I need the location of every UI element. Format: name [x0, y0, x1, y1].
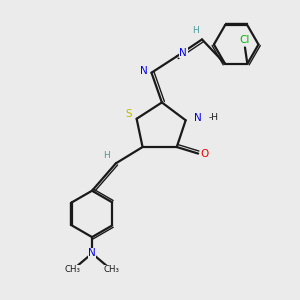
- Text: N: N: [179, 48, 187, 58]
- Text: CH₃: CH₃: [65, 265, 81, 274]
- Text: CH₃: CH₃: [103, 265, 119, 274]
- Text: -H: -H: [209, 113, 219, 122]
- Text: H: H: [103, 151, 110, 160]
- Text: O: O: [201, 148, 209, 159]
- Text: N: N: [140, 66, 148, 76]
- Text: N: N: [88, 248, 96, 258]
- Text: N: N: [194, 113, 202, 123]
- Text: S: S: [125, 109, 132, 119]
- Text: Cl: Cl: [240, 35, 250, 45]
- Text: H: H: [192, 26, 199, 35]
